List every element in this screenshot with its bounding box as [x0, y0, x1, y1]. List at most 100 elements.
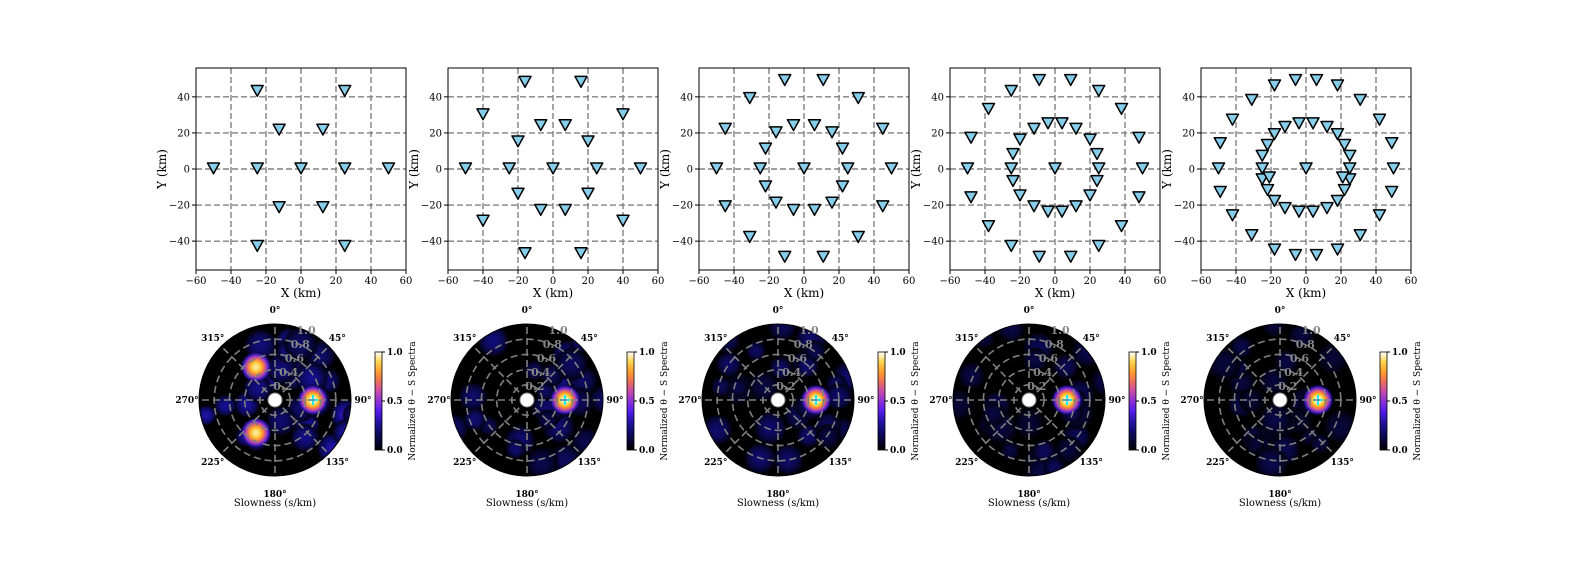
- azimuth-label: 225°: [1206, 458, 1229, 468]
- station-marker: [518, 247, 532, 260]
- station-marker: [558, 118, 572, 132]
- x-tick-label: 20: [330, 276, 343, 287]
- colorbar-tick-label: 0.5: [1392, 397, 1408, 407]
- azimuth-label: 180°: [1017, 490, 1040, 500]
- station-marker: [876, 122, 890, 135]
- station-marker: [381, 162, 396, 175]
- x-tick-label: 40: [868, 276, 881, 287]
- polar-grid-circle: [243, 368, 307, 432]
- station-marker: [964, 131, 978, 144]
- radial-label: 0.8: [291, 338, 310, 351]
- station-marker: [1055, 205, 1069, 218]
- x-tick-label: 60: [652, 276, 665, 287]
- colorbar: [877, 351, 886, 451]
- azimuth-label: 225°: [201, 458, 224, 468]
- azimuth-label: 135°: [829, 458, 852, 468]
- sidelobe: [199, 404, 217, 426]
- station-marker: [1385, 185, 1399, 198]
- sidelobe: [702, 413, 734, 447]
- polar-grid-circle: [1248, 368, 1312, 432]
- station-marker: [581, 135, 595, 148]
- station-panel-5: −60 −40 −20 0 20 40 60 −40 −20 0 20 40 X (km) Y (km): [1160, 67, 1418, 300]
- x-tick-label: 40: [1119, 276, 1132, 287]
- sidelobe: [331, 418, 351, 448]
- x-axis-label: X (km): [281, 286, 321, 300]
- radial-label: 1.0: [1051, 324, 1070, 337]
- azimuth-label: 270°: [678, 396, 701, 406]
- y-tick-label: 20: [177, 128, 190, 139]
- colorbar-tick-label: 0.5: [1141, 397, 1157, 407]
- station-marker: [1114, 102, 1129, 116]
- polar-grid-spoke: [274, 399, 330, 455]
- azimuth-label: 45°: [832, 334, 849, 344]
- x-tick-label: 60: [1405, 276, 1418, 287]
- station-marker: [1013, 189, 1027, 202]
- polar-grid-spoke: [526, 399, 582, 455]
- station-marker: [616, 214, 630, 227]
- station-marker: [1330, 243, 1345, 256]
- sidelobe: [752, 410, 788, 446]
- station-marker: [272, 123, 286, 136]
- azimuth-label: 180°: [1268, 490, 1291, 500]
- radial-label: 0.2: [273, 380, 292, 393]
- station-marker: [1330, 127, 1345, 141]
- azimuth-label: 180°: [766, 490, 789, 500]
- sidelobe: [771, 443, 805, 476]
- sidelobe: [957, 361, 986, 390]
- radial-label: 0.4: [1033, 366, 1052, 379]
- center-hole: [770, 392, 786, 408]
- azimuth-label: 225°: [704, 458, 727, 468]
- sidelobe: [1052, 353, 1080, 381]
- station-marker: [1211, 162, 1226, 175]
- sidelobe: [795, 354, 820, 379]
- colorbar-label: Normalized θ − S Spectra: [1413, 341, 1423, 461]
- station-marker: [1267, 194, 1282, 208]
- station-marker: [1004, 239, 1018, 253]
- sidelobe: [1309, 432, 1331, 455]
- polar-x-label: Slowness (s/km): [737, 498, 819, 509]
- x-tick-label: 0: [550, 276, 556, 287]
- x-tick-label: −40: [472, 276, 493, 287]
- x-axis-label: X (km): [1035, 286, 1075, 300]
- polar-grid-spoke: [1225, 399, 1281, 455]
- station-marker: [338, 239, 352, 253]
- colorbar-tick-label: 0.5: [387, 397, 403, 407]
- sidelobe: [1054, 435, 1084, 464]
- radial-label: 0.4: [1284, 366, 1303, 379]
- station-marker: [250, 239, 264, 253]
- polar-grid-circle: [495, 368, 559, 432]
- x-tick-label: −60: [437, 276, 458, 287]
- polar-grid-spoke: [220, 345, 276, 401]
- spectral-peak: [240, 351, 272, 384]
- station-marker: [1083, 133, 1097, 146]
- sidelobe: [1244, 433, 1266, 455]
- colorbar: [1379, 351, 1388, 451]
- polar-frame: [198, 323, 352, 477]
- x-tick-label: −20: [1260, 276, 1281, 287]
- y-tick-label: 0: [687, 165, 693, 176]
- sidelobe: [747, 370, 781, 404]
- station-marker: [1006, 147, 1020, 161]
- station-panel-1: −60 −40 −20 0 20 40 60 −40 −20 0 20 40 X (km) Y (km): [155, 67, 412, 300]
- sidelobe: [953, 387, 975, 422]
- station-marker: [743, 91, 757, 105]
- station-marker: [338, 162, 352, 175]
- polar-grid-spoke: [1279, 345, 1335, 401]
- x-tick-label: −40: [723, 276, 744, 287]
- azimuth-label: 225°: [955, 458, 978, 468]
- y-axis-label: Y (km): [658, 149, 672, 190]
- polar-grid-spoke: [472, 399, 528, 455]
- x-tick-label: 0: [1303, 276, 1309, 287]
- sidelobe: [710, 375, 732, 398]
- colorbar-tick-label: 0.5: [639, 397, 655, 407]
- station-marker: [502, 162, 516, 175]
- azimuth-label: 90°: [354, 396, 371, 406]
- x-tick-label: −60: [185, 276, 206, 287]
- station-marker: [841, 162, 855, 175]
- radial-label: 0.4: [782, 366, 801, 379]
- sidelobe: [1322, 408, 1356, 445]
- station-marker: [718, 200, 732, 213]
- station-marker: [511, 187, 525, 200]
- x-tick-label: 0: [801, 276, 807, 287]
- station-marker: [1092, 84, 1106, 97]
